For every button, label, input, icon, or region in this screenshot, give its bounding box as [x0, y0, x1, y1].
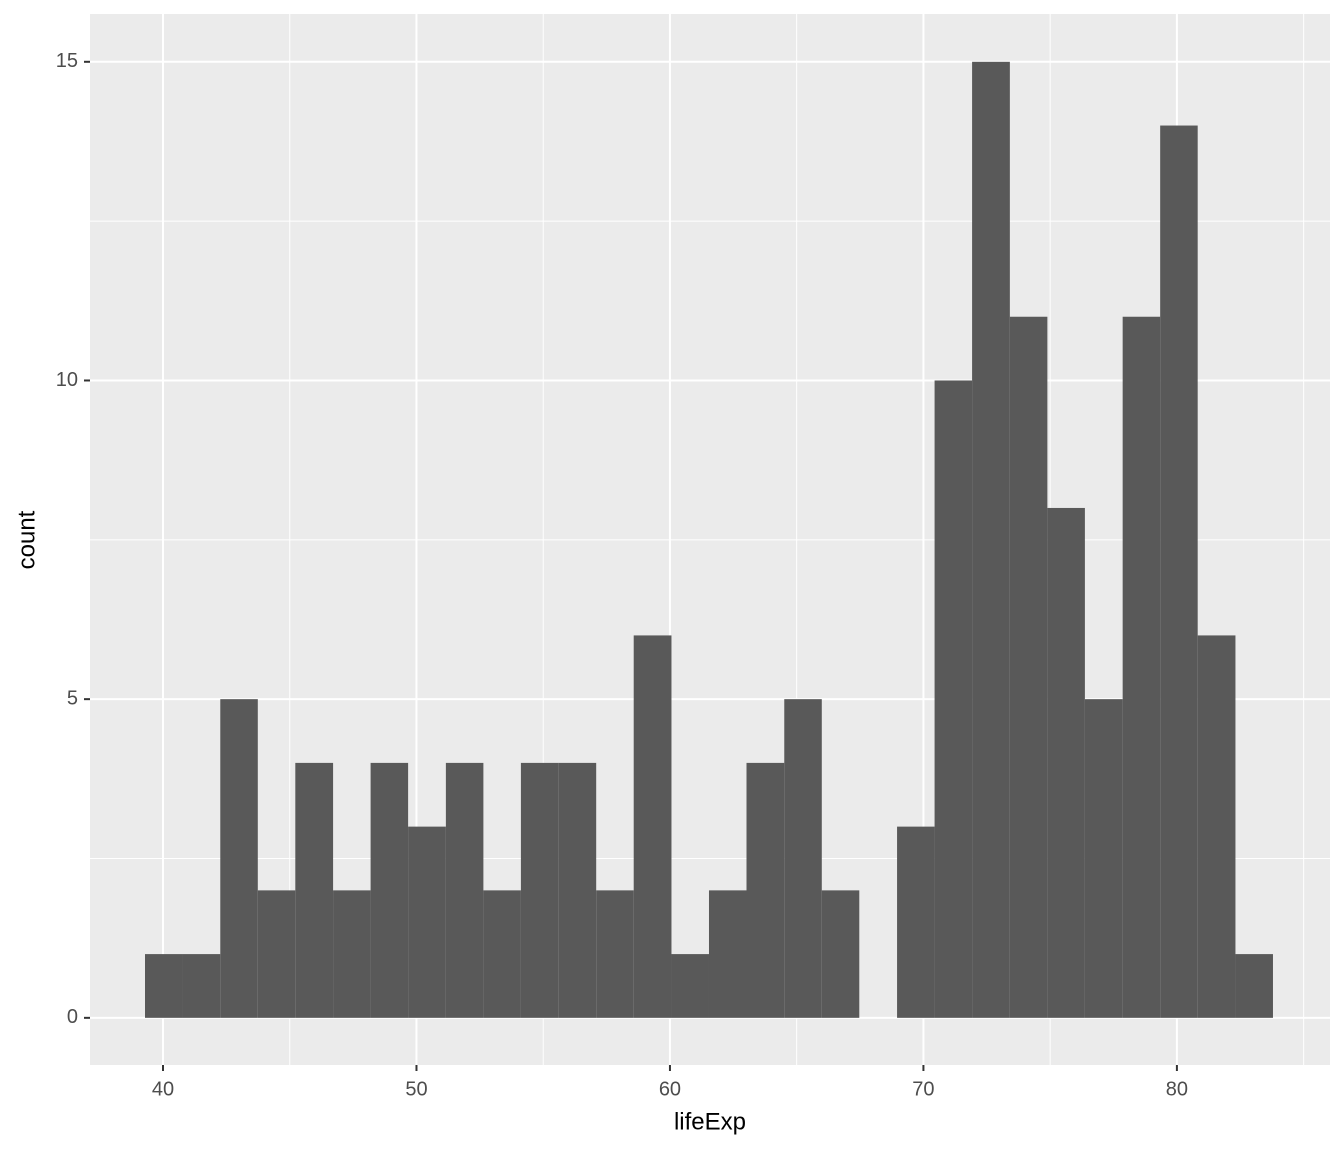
- bar: [483, 890, 521, 1018]
- bar: [708, 890, 747, 1018]
- bar: [445, 762, 484, 1018]
- x-tick-label: 50: [405, 1078, 427, 1100]
- bar: [1160, 125, 1198, 1018]
- bar: [821, 890, 860, 1018]
- bar: [182, 954, 221, 1018]
- bar: [333, 890, 371, 1018]
- y-axis-title: count: [13, 510, 40, 569]
- bars: [145, 61, 1273, 1018]
- bar: [897, 826, 935, 1018]
- bar: [671, 954, 709, 1018]
- x-tick-label: 40: [152, 1078, 174, 1100]
- y-tick-label: 5: [67, 687, 78, 709]
- bar: [972, 61, 1010, 1018]
- x-tick-label: 60: [659, 1078, 681, 1100]
- bar: [1047, 507, 1085, 1018]
- bar: [1197, 635, 1236, 1018]
- bar: [257, 890, 296, 1018]
- x-tick-label: 70: [912, 1078, 934, 1100]
- x-tick-label: 80: [1166, 1078, 1188, 1100]
- bar: [558, 762, 597, 1018]
- bar: [934, 380, 973, 1018]
- bar: [1084, 699, 1123, 1018]
- bar: [520, 762, 559, 1018]
- bar: [295, 762, 334, 1018]
- bar: [596, 890, 634, 1018]
- bar: [1122, 316, 1161, 1018]
- bar: [633, 635, 672, 1018]
- y-tick-label: 15: [56, 50, 78, 72]
- axes: 40 50 60 70 80 0 5 10 15: [56, 50, 1188, 1100]
- bar: [1009, 316, 1048, 1018]
- bar: [145, 954, 183, 1018]
- bar: [746, 762, 785, 1018]
- y-tick-label: 0: [67, 1006, 78, 1028]
- x-axis-title: lifeExp: [674, 1108, 746, 1135]
- bar: [1235, 954, 1273, 1018]
- bar: [370, 762, 409, 1018]
- bar: [220, 699, 258, 1018]
- y-tick-label: 10: [56, 369, 78, 391]
- bar: [408, 826, 446, 1018]
- bar: [784, 699, 822, 1018]
